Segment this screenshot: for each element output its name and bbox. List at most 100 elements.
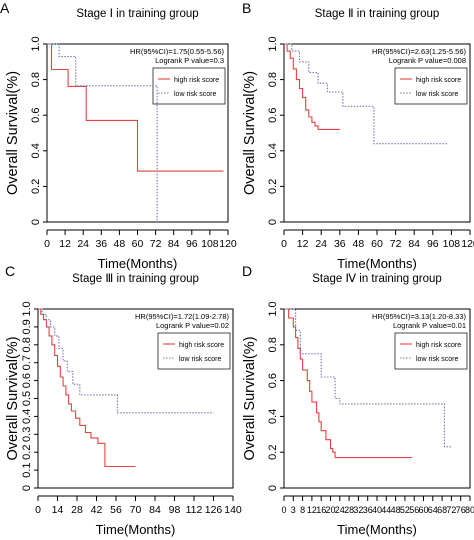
x-tick-label: 3 — [291, 505, 296, 515]
x-tick-label: 14 — [52, 504, 64, 516]
legend: high risk score low risk score — [157, 332, 231, 370]
annotation-line: Logrank P value=0.3 — [155, 56, 224, 65]
y-tick-label: 0.1 — [21, 462, 33, 477]
y-tick-label: 0.4 — [30, 143, 42, 158]
y-axis-label: Overall Survival(%) — [5, 71, 21, 195]
x-tick-label: 96 — [186, 238, 198, 250]
y-tick-label: 1.0 — [267, 301, 279, 316]
y-tick-label: 1.0 — [30, 36, 42, 51]
plot-frame — [46, 43, 229, 223]
panel-letter: D — [242, 263, 252, 279]
annotation-line: Logrank P value=0.008 — [389, 56, 466, 65]
x-tick-label: 28 — [71, 504, 83, 516]
legend-box — [157, 332, 231, 370]
y-tick-label: 0 — [30, 219, 42, 225]
x-tick-label: 120 — [219, 238, 237, 250]
y-tick-label: 0.8 — [267, 72, 279, 87]
legend-label: high risk score — [416, 77, 461, 84]
x-tick-label: 108 — [201, 238, 219, 250]
series-line-low-risk — [284, 43, 449, 145]
x-tick-label: 32 — [353, 505, 363, 515]
series-line-high-risk — [38, 308, 136, 468]
y-tick-label: 0.2 — [21, 445, 33, 460]
x-tick-label: 42 — [91, 504, 103, 516]
y-tick-label: 0.8 — [30, 72, 42, 87]
panel-letter: B — [242, 0, 251, 16]
x-tick-label: 96 — [427, 238, 439, 250]
x-tick-label: 140 — [224, 504, 242, 516]
x-tick-label: 20 — [325, 505, 335, 515]
x-tick-label: 84 — [408, 238, 420, 250]
x-tick-label: 56 — [110, 504, 122, 516]
x-tick-label: 12 — [297, 238, 309, 250]
chart-panel-d: D Stage Ⅳ in training group 0 0.2 0.4 0.6 0.8 1… — [242, 263, 474, 537]
y-tick-label: 0.4 — [21, 409, 33, 424]
y-tick-label: 1.0 — [267, 36, 279, 51]
x-tick-label: 72 — [390, 238, 402, 250]
legend-label: low risk score — [174, 91, 217, 98]
x-tick-label: 12 — [59, 238, 71, 250]
chart-title: Stage Ⅰ in training group — [76, 8, 198, 20]
x-tick-label: 60 — [418, 505, 428, 515]
y-tick-label: 0.5 — [21, 391, 33, 406]
y-tick-label: 0 — [267, 485, 279, 491]
series-line-high-risk — [47, 43, 224, 172]
y-tick-label: 0 — [267, 219, 279, 225]
x-tick-label: 36 — [95, 238, 107, 250]
plot-frame — [283, 308, 471, 489]
x-tick-label: 80 — [465, 505, 474, 515]
y-tick-label: 0 — [21, 485, 33, 491]
x-tick-label: 108 — [443, 238, 461, 250]
x-tick-label: 8 — [300, 505, 305, 515]
legend-label: low risk score — [416, 91, 459, 98]
x-tick-label: 112 — [186, 504, 203, 516]
y-axis-label: Overall Survival(%) — [242, 71, 258, 195]
chart-title: Stage Ⅲ in training group — [72, 273, 199, 285]
chart-panel-b: B Stage Ⅱ in training group 0 0.2 0.4 0.6 0.8 1… — [242, 0, 474, 271]
legend: high risk score low risk score — [394, 332, 468, 370]
chart-title: Stage Ⅱ in training group — [315, 8, 440, 20]
x-tick-label: 52 — [400, 505, 410, 515]
x-tick-label: 40 — [372, 505, 382, 515]
panel-letter: A — [0, 0, 10, 16]
y-tick-label: 0.6 — [267, 373, 279, 388]
y-tick-label: 0.2 — [267, 445, 279, 460]
y-tick-label: 0.8 — [267, 337, 279, 352]
legend-label: high risk score — [174, 77, 219, 84]
x-tick-label: 64 — [428, 505, 438, 515]
x-axis-label: Time(Months) — [98, 256, 178, 271]
y-tick-label: 0.6 — [21, 373, 33, 388]
annotation-line: HR(95%CI)=1.72(1.09-2.78) — [135, 312, 230, 321]
x-tick-label: 0 — [281, 505, 286, 515]
x-tick-label: 36 — [363, 505, 373, 515]
plot-frame — [283, 43, 471, 223]
legend-label: high risk score — [179, 342, 224, 349]
series-line-high-risk — [284, 43, 340, 130]
y-axis-label: Overall Survival(%) — [242, 336, 258, 460]
x-tick-label: 0 — [44, 238, 50, 250]
x-tick-label: 48 — [391, 505, 401, 515]
y-tick-label: 1.0 — [21, 301, 33, 316]
x-tick-label: 60 — [371, 238, 383, 250]
annotation-line: HR(95%CI)=2.63(1.25-5.56) — [372, 47, 467, 56]
x-tick-label: 76 — [456, 505, 466, 515]
x-tick-label: 72 — [446, 505, 456, 515]
legend-box — [394, 332, 468, 370]
series-line-low-risk — [38, 308, 214, 414]
series-line-low-risk — [47, 43, 158, 222]
y-tick-label: 0.2 — [30, 179, 42, 194]
y-tick-label: 0.6 — [30, 108, 42, 123]
x-tick-label: 126 — [205, 504, 223, 516]
x-tick-label: 28 — [344, 505, 354, 515]
x-tick-label: 70 — [130, 504, 142, 516]
x-axis-label: Time(Months) — [96, 522, 176, 537]
chart-panel-a: A Stage Ⅰ in training group 0 0.2 0.4 0.6 0.8 1… — [0, 0, 237, 271]
y-tick-label: 0.2 — [267, 179, 279, 194]
x-tick-label: 12 — [307, 505, 317, 515]
x-axis-label: Time(Months) — [337, 256, 417, 271]
x-tick-label: 84 — [168, 238, 180, 250]
legend-box — [152, 67, 226, 105]
y-tick-label: 0.3 — [21, 427, 33, 442]
legend-box — [394, 67, 468, 105]
